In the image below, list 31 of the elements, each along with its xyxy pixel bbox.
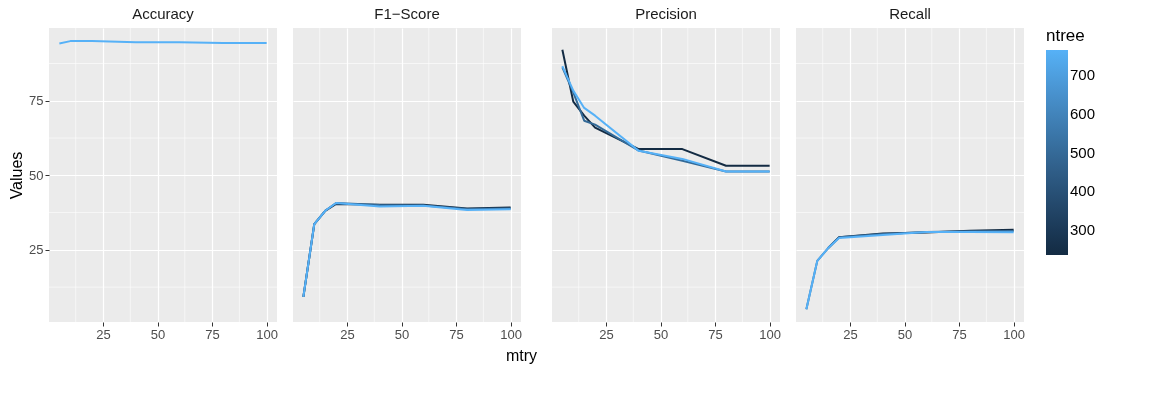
color-bar-label: 500 — [1070, 143, 1096, 161]
color-bar-label: 400 — [1070, 182, 1096, 200]
y-tick-label: 75 — [29, 93, 44, 109]
color-bar-title: ntree — [1046, 26, 1085, 45]
x-tick-label: 25 — [599, 326, 614, 342]
x-tick-label: 100 — [500, 326, 522, 342]
x-tick-label: 75 — [205, 326, 220, 342]
x-tick-label: 50 — [394, 326, 410, 342]
y-tick-label: 50 — [29, 167, 44, 183]
chart-title: Recall — [889, 4, 931, 22]
color-bar-label: 300 — [1070, 220, 1096, 238]
x-tick-label: 25 — [96, 326, 111, 342]
x-tick-label: 75 — [708, 326, 723, 342]
x-axis-title: mtry — [505, 346, 538, 364]
x-tick-label: 25 — [843, 326, 858, 342]
y-axis-title: Values — [8, 151, 26, 200]
x-tick-label: 100 — [759, 326, 781, 342]
x-tick-label: 50 — [150, 326, 166, 342]
x-tick-label: 100 — [1003, 326, 1025, 342]
x-tick-label: 75 — [952, 326, 967, 342]
x-tick-label: 50 — [897, 326, 913, 342]
chart-title: Accuracy — [132, 4, 195, 22]
x-tick-label: 100 — [256, 326, 278, 342]
color-bar-label: 700 — [1070, 66, 1096, 84]
x-tick-label: 75 — [449, 326, 464, 342]
chart-title: Precision — [635, 4, 697, 22]
chart-title: F1−Score — [374, 4, 440, 22]
x-tick-label: 50 — [653, 326, 669, 342]
y-tick-label: 25 — [29, 242, 44, 258]
color-bar-label: 600 — [1070, 104, 1096, 122]
x-tick-label: 25 — [340, 326, 355, 342]
